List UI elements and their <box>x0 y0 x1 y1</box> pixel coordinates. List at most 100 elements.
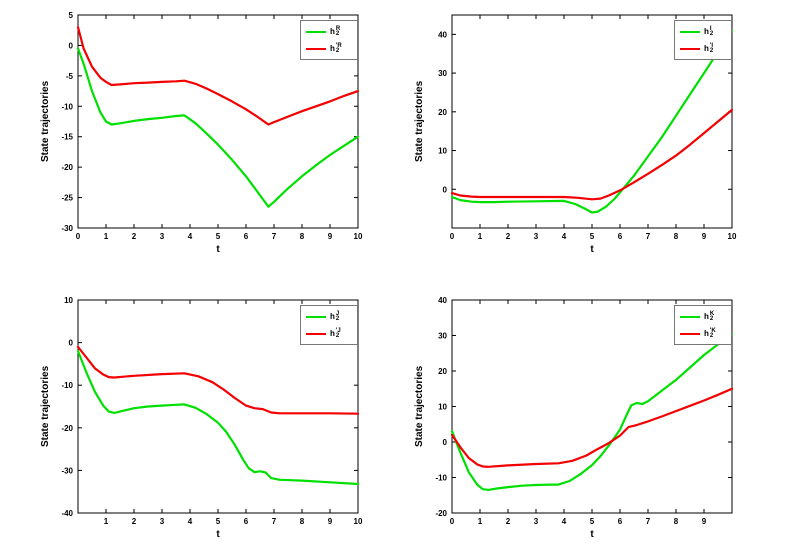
y-tick-label: 20 <box>438 367 447 376</box>
x-tick-label: 1 <box>478 232 483 241</box>
y-axis-label: State trajectories <box>40 365 51 448</box>
x-tick-label: 1 <box>104 517 109 526</box>
y-tick-label: 0 <box>69 41 74 50</box>
x-tick-label: 7 <box>646 232 651 241</box>
axes-h2K: 0 1 2 3 4 5 6 7 8 9 40 30 20 10 0 -10 -20 <box>435 296 734 526</box>
legend-label: h 'J 2 <box>330 327 341 339</box>
y-tick-label: 40 <box>438 30 447 39</box>
legend-entry: h 'K 2 <box>680 326 726 341</box>
y-tick-label: 30 <box>438 332 447 341</box>
tick-marks <box>78 299 359 514</box>
x-tick-label: 5 <box>216 517 221 526</box>
x-tick-label: 2 <box>132 517 137 526</box>
x-tick-label: 0 <box>450 232 455 241</box>
y-tick-label: -30 <box>61 224 73 233</box>
legend: h J 2 h 'J 2 <box>300 305 358 345</box>
x-tick-label: 6 <box>244 517 249 526</box>
x-tick-label: 8 <box>300 232 305 241</box>
legend: h I 2 h 'I 2 <box>674 20 732 60</box>
x-tick-label: 1 <box>478 517 483 526</box>
x-tick-label: 5 <box>590 517 595 526</box>
x-tick-label: 8 <box>674 517 679 526</box>
legend-line-sample <box>306 332 326 335</box>
x-tick-label: 1 <box>104 232 109 241</box>
x-tick-label: 9 <box>328 517 333 526</box>
y-tick-label: 0 <box>443 438 448 447</box>
x-tick-label: 2 <box>132 232 137 241</box>
x-tick-label: 4 <box>188 517 193 526</box>
legend-line-sample <box>680 332 700 335</box>
legend-line-sample <box>306 47 326 50</box>
legend: h R 2 h 'R 2 <box>300 20 358 60</box>
series-line-h_2^'R <box>76 26 360 126</box>
y-tick-label: 30 <box>438 69 447 78</box>
tick-marks <box>77 14 359 229</box>
subplot-h2K: 0 1 2 3 4 5 6 7 8 9 40 30 20 10 0 -10 -20 State trajecto… <box>398 278 796 555</box>
x-tick-label: 9 <box>328 232 333 241</box>
x-axis-label: t <box>590 529 594 540</box>
legend-entry: h 'R 2 <box>306 41 352 56</box>
axes-h2I: 0 1 2 3 4 5 6 7 8 9 10 40 30 20 10 0 <box>438 14 737 241</box>
x-tick-label: 0 <box>450 517 455 526</box>
y-tick-label: 0 <box>69 339 74 348</box>
y-tick-label: 40 <box>438 296 447 305</box>
y-tick-label: 0 <box>443 185 448 194</box>
subplot-h2J: 1 2 3 4 5 6 7 8 9 10 10 0 -10 -20 -30 -40 State traject… <box>0 278 398 555</box>
x-tick-label: 8 <box>300 517 305 526</box>
x-tick-label: 2 <box>506 517 511 526</box>
tick-marks <box>451 15 733 228</box>
series-line-h_2^R <box>76 47 360 208</box>
y-axis-label: State trajectories <box>414 365 425 448</box>
legend: h K 2 h 'K 2 <box>674 305 732 345</box>
x-tick-label: 10 <box>728 232 737 241</box>
y-tick-label: -10 <box>435 474 447 483</box>
x-tick-label: 2 <box>506 232 511 241</box>
x-tick-label: 4 <box>562 232 567 241</box>
y-tick-label: -5 <box>66 72 74 81</box>
y-tick-label: -20 <box>61 163 73 172</box>
series-line-h_2^'I <box>450 108 734 201</box>
y-tick-label: 5 <box>69 11 74 20</box>
legend-label: h 'K 2 <box>704 327 716 339</box>
x-tick-label: 7 <box>272 517 277 526</box>
tick-marks <box>451 299 732 514</box>
y-tick-label: -20 <box>61 424 73 433</box>
x-tick-label: 7 <box>272 232 277 241</box>
x-tick-label: 3 <box>534 517 539 526</box>
subplot-h2I: 0 1 2 3 4 5 6 7 8 9 10 40 30 20 10 0 State trajectories… <box>398 0 796 277</box>
y-tick-label: 10 <box>438 147 447 156</box>
x-axis-label: t <box>590 244 594 255</box>
y-tick-label: 10 <box>64 296 73 305</box>
y-tick-label: -10 <box>61 381 73 390</box>
x-tick-label: 10 <box>354 232 363 241</box>
x-tick-label: 0 <box>76 232 81 241</box>
legend-label: h 'R 2 <box>330 42 342 54</box>
series-line-h_2^'K <box>450 387 734 468</box>
x-tick-label: 9 <box>702 232 707 241</box>
x-tick-label: 3 <box>534 232 539 241</box>
x-tick-label: 7 <box>646 517 651 526</box>
legend-line-sample <box>680 30 700 33</box>
subplot-h2R: 0 1 2 3 4 5 6 7 8 9 10 5 0 -5 -10 -15 -20 -25 -30 State tr… <box>0 0 398 277</box>
legend-line-sample <box>680 47 700 50</box>
legend-line-sample <box>306 30 326 33</box>
y-axis-label: State trajectories <box>414 80 425 163</box>
y-tick-label: -30 <box>61 466 73 475</box>
y-tick-label: 20 <box>438 108 447 117</box>
legend-label: h 'I 2 <box>704 42 714 54</box>
y-tick-label: -20 <box>435 509 447 518</box>
y-tick-label: -10 <box>61 102 73 111</box>
x-tick-label: 9 <box>702 517 707 526</box>
x-tick-label: 10 <box>354 517 363 526</box>
x-tick-label: 5 <box>216 232 221 241</box>
x-tick-label: 8 <box>674 232 679 241</box>
y-tick-label: -40 <box>61 509 73 518</box>
x-tick-label: 6 <box>618 232 623 241</box>
x-tick-label: 5 <box>590 232 595 241</box>
